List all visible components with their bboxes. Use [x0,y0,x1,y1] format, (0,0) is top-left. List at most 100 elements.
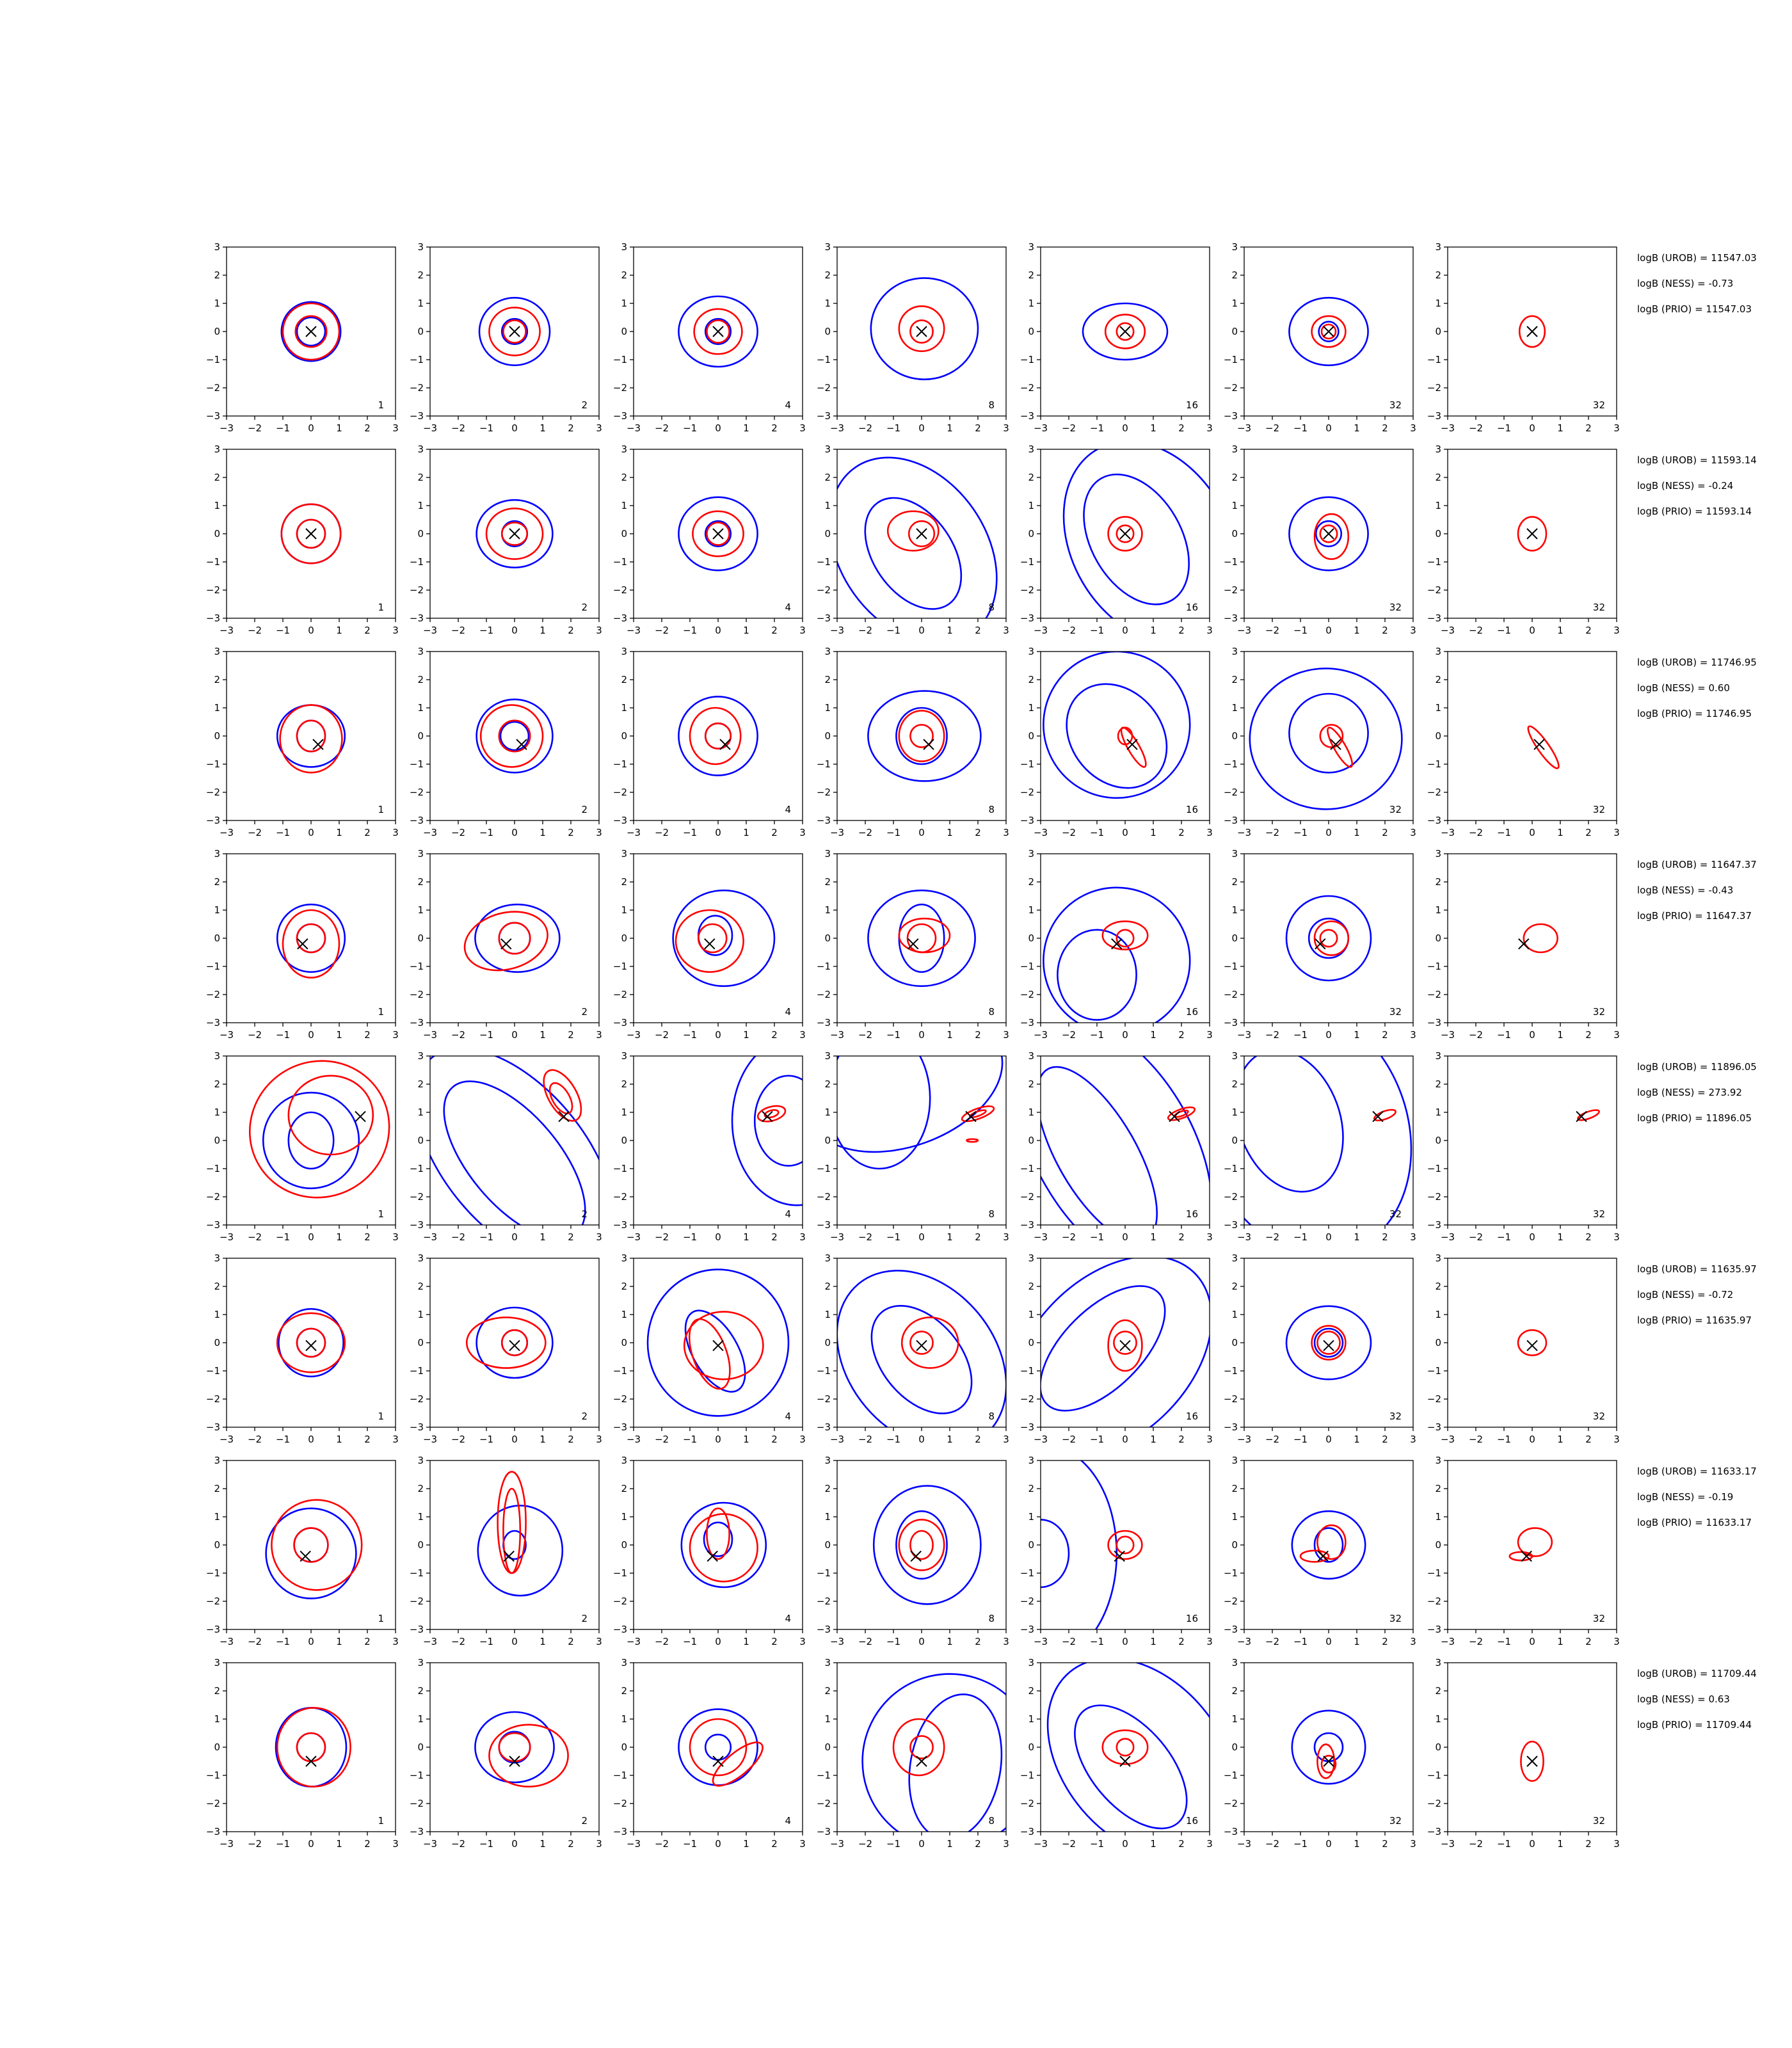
panel-label: 4 [785,1411,791,1422]
contours [276,1308,346,1378]
y-tick-label: −1 [1224,556,1238,568]
panel-label: 4 [785,602,791,613]
y-tick-label: −3 [206,1826,220,1837]
x-tick-label: 1 [947,1029,953,1041]
x-tick-label: 3 [1003,422,1009,434]
x-tick-label: 2 [771,1029,778,1041]
contours [1288,296,1369,367]
x-tick-label: 1 [743,1636,749,1647]
x-tick-label: −1 [1090,1434,1104,1445]
x-tick-label: 1 [336,1231,342,1243]
blue-contour [870,277,979,381]
y-tick-label: 1 [1435,1713,1441,1725]
panel-r8-c5: −3−3 −2 −2 −1 −1 0 0 1 1 2 2 3 3 16 [1020,1657,1213,1850]
blue-contour [1057,929,1137,1021]
x-tick-label: 0 [918,422,925,434]
x-tick-label: 1 [336,1636,342,1647]
blue-contour [278,1308,344,1378]
x-tick-label: −2 [858,1029,872,1041]
panel-r6-c7: −3−3 −2 −2 −1 −1 0 0 1 1 2 2 3 3 32 [1427,1252,1620,1445]
y-tick-label: 3 [824,848,831,860]
contours [1043,652,1191,799]
y-tick-label: −3 [1427,410,1441,422]
contours [837,456,998,618]
y-tick-label: 2 [417,472,424,483]
red-contour [1508,1551,1533,1562]
y-tick-label: −2 [206,989,220,1000]
y-tick-label: 0 [1028,528,1034,540]
red-contour [909,1331,934,1355]
x-tick-label: −2 [1469,1231,1483,1243]
blue-contour [276,903,346,973]
x-tick-label: −3 [220,422,234,434]
x-tick-label: 3 [1206,1029,1213,1041]
panel-r2-c6: −3−3 −2 −2 −1 −1 0 0 1 1 2 2 3 3 32 [1224,444,1416,636]
y-tick-label: 3 [621,1050,627,1062]
y-tick-label: 3 [214,1657,220,1668]
x-tick-label: 0 [715,1636,721,1647]
x-tick-label: −2 [248,1029,262,1041]
red-contour [498,1732,531,1763]
y-tick-label: 0 [1435,932,1441,944]
true-value-marker [916,326,927,337]
x-tick-label: −2 [1469,827,1483,838]
x-tick-label: −3 [1237,827,1251,838]
x-tick-label: −2 [1062,1434,1076,1445]
blue-contour [672,889,776,988]
red-contour [479,704,544,768]
y-tick-label: 0 [417,326,424,337]
y-tick-label: 0 [1231,326,1238,337]
y-tick-label: 1 [1028,1511,1034,1523]
x-tick-label: −3 [423,1231,437,1243]
red-contour [1167,1106,1196,1121]
y-tick-label: 3 [824,646,831,657]
x-tick-label: 1 [540,1231,546,1243]
y-tick-label: 1 [824,1713,831,1725]
axes-frame [1447,1662,1617,1832]
true-value-marker [305,326,317,337]
x-tick-label: −2 [1265,1434,1279,1445]
x-tick-label: 2 [1382,1434,1388,1445]
y-tick-label: −1 [410,1567,424,1579]
red-contour [898,305,945,353]
contours [1527,725,1560,769]
x-tick-label: 2 [568,1231,574,1243]
blue-contour [443,1080,586,1225]
panel-label: 8 [988,1411,995,1422]
x-tick-label: −3 [1237,1029,1251,1041]
x-tick-label: 3 [1410,422,1416,434]
y-tick-label: 1 [214,1511,220,1523]
x-tick-label: −2 [248,625,262,636]
x-tick-label: 1 [743,1434,749,1445]
blue-contour [1288,496,1369,572]
blue-contour [478,296,551,367]
x-tick-label: 0 [1529,625,1535,636]
x-tick-label: −3 [1237,1838,1251,1850]
y-tick-label: 0 [621,730,627,742]
y-tick-label: 0 [417,1337,424,1348]
x-tick-label: −1 [1090,1636,1104,1647]
x-tick-label: −2 [858,1636,872,1647]
y-tick-label: 0 [1435,1135,1441,1146]
stat-text: logB (UROB) = 11746.95 [1637,657,1757,668]
axes-frame [226,853,396,1023]
x-tick-label: −3 [220,1231,234,1243]
panel-label: 16 [1186,399,1198,411]
y-tick-label: 1 [1028,1713,1034,1725]
panel-label: 16 [1186,804,1198,815]
x-tick-label: −2 [858,625,872,636]
x-tick-label: 1 [1354,1434,1360,1445]
x-tick-label: −1 [683,1231,697,1243]
panel-label: 16 [1186,602,1198,613]
y-tick-label: 2 [621,674,627,685]
x-tick-label: −3 [627,1838,641,1850]
y-tick-label: −2 [1224,1798,1238,1809]
y-tick-label: 0 [417,528,424,540]
true-value-marker [1119,528,1131,540]
stat-text: logB (PRIO) = 11593.14 [1637,506,1752,517]
blue-contour [476,698,554,774]
y-tick-label: 1 [1231,1511,1238,1523]
stat-text: logB (UROB) = 11635.97 [1637,1263,1757,1275]
x-tick-label: −1 [1293,1434,1308,1445]
x-tick-label: −3 [423,625,437,636]
